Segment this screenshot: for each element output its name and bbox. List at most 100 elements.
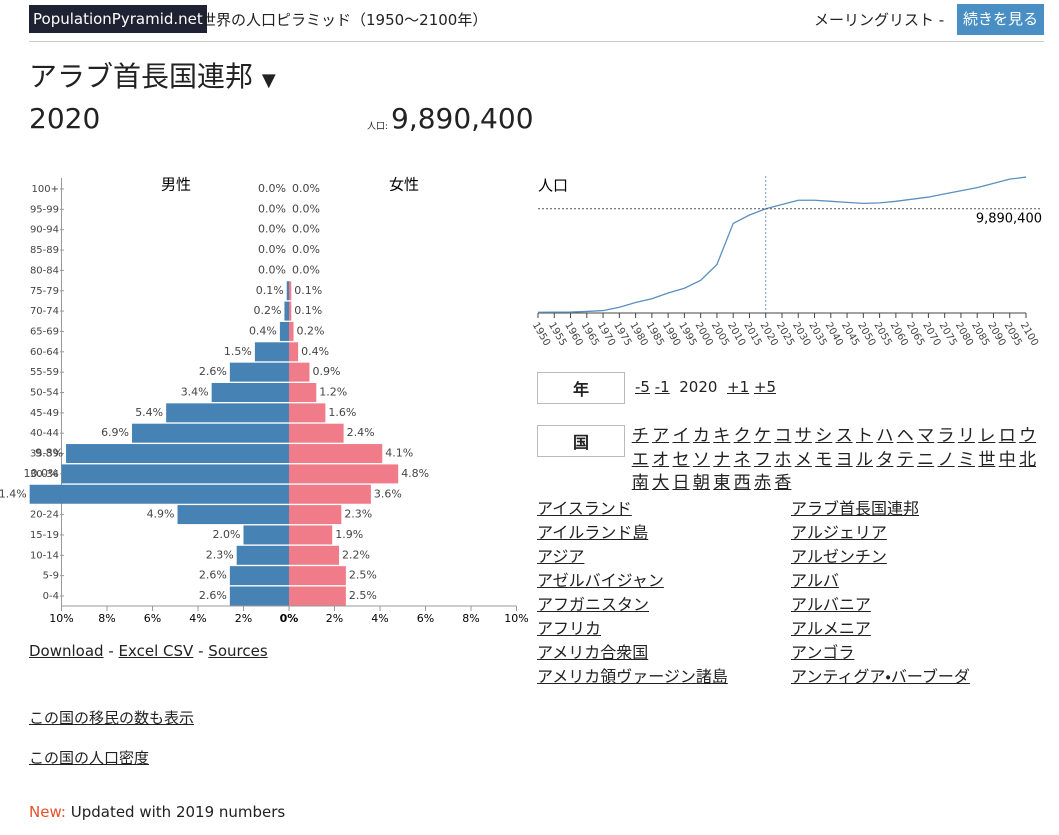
country-link[interactable]: アルバニア	[791, 595, 871, 614]
country-link[interactable]: アゼルバイジャン	[537, 571, 664, 590]
value-label: 0.0%	[292, 223, 320, 236]
value-label: 2.6%	[199, 365, 227, 378]
letter-link[interactable]: リ	[957, 426, 975, 446]
letter-link[interactable]: マ	[917, 426, 935, 446]
population: 9,890,400	[391, 102, 534, 135]
x-tick-label: 10%	[49, 612, 73, 625]
letter-link[interactable]: ロ	[998, 426, 1016, 446]
letter-link[interactable]: 朝	[692, 473, 710, 493]
bar	[229, 362, 289, 382]
brand[interactable]: PopulationPyramid.net	[29, 5, 207, 33]
letter-link[interactable]: ラ	[937, 426, 955, 446]
bar	[289, 403, 326, 423]
country-link[interactable]: アイルランド島	[537, 523, 649, 542]
letter-link[interactable]: 西	[733, 473, 751, 493]
mailing-label: メーリングリスト -	[814, 11, 945, 29]
value-label: 4.9%	[147, 508, 175, 521]
letter-link[interactable]: ナ	[713, 449, 731, 470]
migration-link[interactable]: この国の移民の数も表示	[29, 709, 195, 727]
letter-link[interactable]: ソ	[692, 449, 710, 470]
letter-link[interactable]: モ	[815, 449, 833, 470]
chart-title: 人口	[538, 177, 568, 195]
letter-link[interactable]: コ	[774, 426, 792, 446]
country-link[interactable]: アルバ	[791, 571, 839, 590]
letter-link[interactable]: ホ	[774, 449, 792, 470]
letter-link[interactable]: ハ	[876, 426, 894, 446]
year-back[interactable]: -1	[654, 378, 670, 396]
letter-link[interactable]: 東	[713, 473, 731, 493]
letter-link[interactable]: レ	[978, 426, 996, 446]
year-back[interactable]: -5	[635, 378, 650, 396]
letter-link[interactable]: セ	[672, 449, 690, 470]
letter-link[interactable]: タ	[876, 449, 894, 470]
letter-link[interactable]: チ	[631, 426, 649, 446]
letter-link[interactable]: フ	[754, 449, 772, 470]
letter-link[interactable]: 赤	[754, 473, 772, 493]
current-year: 2020	[679, 378, 718, 396]
letter-link[interactable]: テ	[896, 449, 914, 470]
bar	[289, 505, 342, 525]
letter-link[interactable]: ク	[733, 426, 751, 446]
bar	[289, 444, 383, 464]
letter-link[interactable]: ミ	[957, 449, 975, 470]
bar	[286, 281, 289, 301]
letter-link[interactable]: ニ	[917, 449, 935, 470]
letter-link[interactable]: 大	[652, 473, 670, 493]
year-forward[interactable]: +5	[753, 378, 777, 396]
letter-link[interactable]: ウ	[1019, 426, 1037, 446]
x-tick-label: 6%	[417, 612, 434, 625]
letter-link[interactable]: イ	[672, 426, 690, 446]
country-link[interactable]: アラブ首長国連邦	[791, 499, 920, 518]
letter-link[interactable]: 北	[1019, 449, 1037, 470]
bar	[289, 545, 340, 565]
country-link[interactable]: アジア	[537, 547, 585, 566]
letter-link[interactable]: ヘ	[896, 426, 914, 446]
country-link[interactable]: アンティグア・バーブーダ	[791, 667, 970, 686]
letter-link[interactable]: エ	[631, 449, 649, 470]
letter-link[interactable]: ス	[835, 426, 853, 446]
letter-link[interactable]: キ	[713, 426, 731, 446]
letter-link[interactable]: ノ	[937, 449, 955, 470]
age-label: 35-39	[30, 449, 59, 460]
value-label: 0.0%	[258, 182, 286, 195]
letter-link[interactable]: シ	[815, 426, 833, 446]
value-label: 0.2%	[297, 324, 325, 337]
bar	[289, 566, 346, 586]
country-link[interactable]: アメリカ領ヴァージン諸島	[537, 667, 728, 686]
letter-link[interactable]: オ	[652, 449, 670, 470]
letter-link[interactable]: ケ	[754, 426, 772, 446]
current-value-label: 9,890,400	[976, 211, 1042, 226]
letter-link[interactable]: ア	[652, 426, 670, 446]
density-link[interactable]: この国の人口密度	[29, 749, 150, 767]
country-title[interactable]: アラブ首長国連邦 ▼	[29, 55, 276, 95]
bar	[289, 586, 346, 606]
letter-link[interactable]: ト	[855, 426, 873, 446]
country-link[interactable]: アルメニア	[791, 619, 871, 638]
value-label: 0.0%	[292, 263, 320, 276]
country-link[interactable]: アルゼンチン	[791, 547, 887, 566]
letter-link[interactable]: ル	[855, 449, 873, 470]
letter-link[interactable]: 日	[672, 473, 690, 493]
letter-link[interactable]: 香	[774, 473, 792, 493]
csv-link[interactable]: Excel CSV	[118, 642, 194, 660]
country-link[interactable]: アイスランド	[537, 499, 632, 518]
sources-link[interactable]: Sources	[208, 642, 268, 660]
value-label: 0.1%	[294, 304, 322, 317]
letter-link[interactable]: ヨ	[835, 449, 853, 470]
country-link[interactable]: アンゴラ	[791, 643, 855, 662]
letter-link[interactable]: 中	[998, 449, 1016, 470]
letter-link[interactable]: 南	[631, 473, 649, 493]
download-link[interactable]: Download	[29, 642, 104, 660]
country-link[interactable]: アフガニスタン	[537, 595, 650, 614]
country-link[interactable]: アルジェリア	[791, 523, 887, 542]
letter-link[interactable]: メ	[794, 449, 812, 470]
letter-link[interactable]: カ	[692, 426, 710, 446]
more-button[interactable]: 続きを見る	[957, 4, 1044, 35]
letter-link[interactable]: 世	[978, 449, 996, 470]
bar	[289, 383, 317, 402]
year-forward[interactable]: +1	[727, 378, 750, 396]
letter-link[interactable]: サ	[794, 426, 812, 446]
country-link[interactable]: アメリカ合衆国	[537, 643, 649, 662]
country-link[interactable]: アフリカ	[537, 619, 602, 638]
letter-link[interactable]: ネ	[733, 449, 751, 470]
